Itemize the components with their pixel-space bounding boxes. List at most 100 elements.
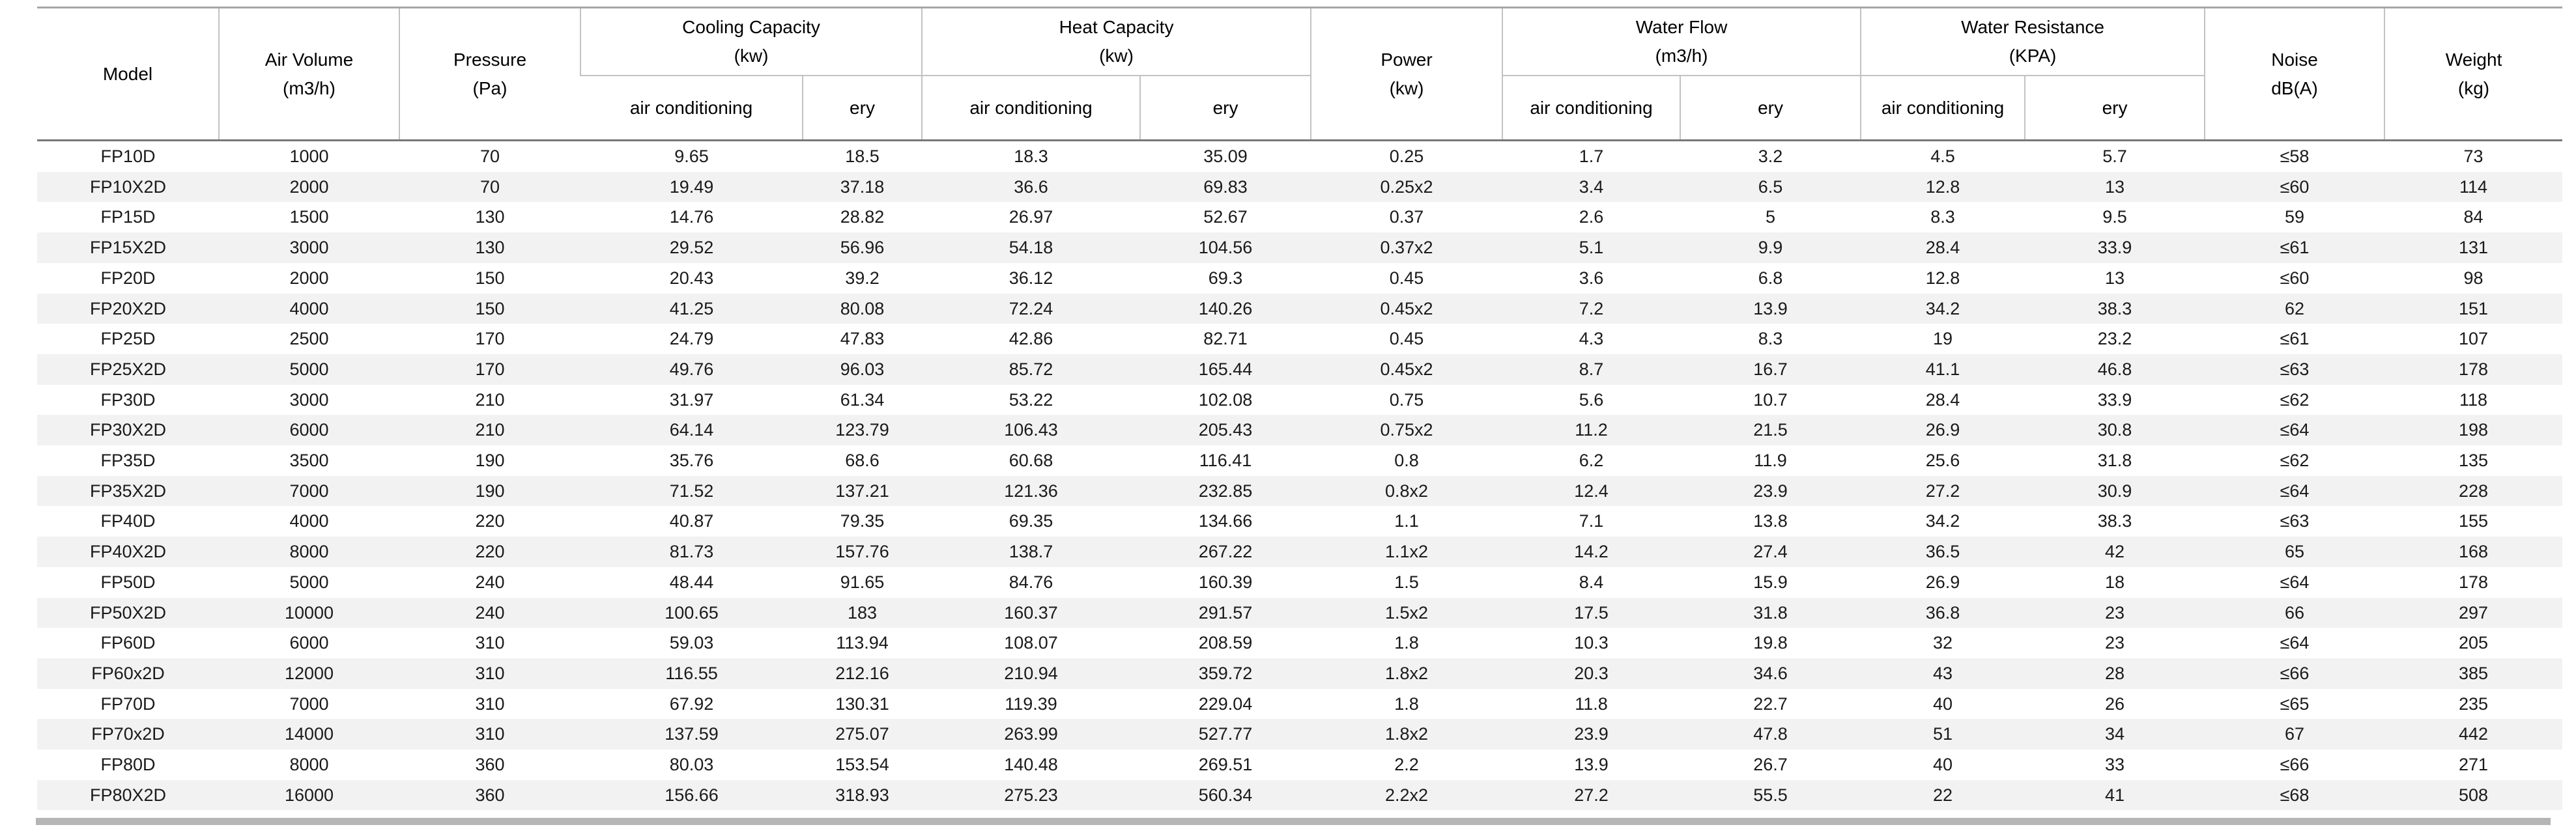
cell-noise: ≤63 [2280,511,2310,531]
cell-cooling_ery: 130.31 [835,694,889,714]
cell-water_flow_ery: 8.3 [1758,329,1783,349]
cell-air_volume: 2500 [289,329,329,349]
header-pressure: Pressure (Pa) [399,7,580,141]
cell-cooling_ac: 156.66 [665,785,719,805]
cell-water_resistance_ery: 38.3 [2097,511,2132,531]
cell-heat_ac: 138.7 [1009,542,1053,562]
subheader-waterflow-air-conditioning: air conditioning [1502,75,1681,141]
cell-water_flow_ac: 11.2 [1575,420,1608,440]
cell-model: FP50X2D [89,602,167,623]
cell-heat_ery: 160.39 [1198,572,1253,592]
cell-heat_ery: 69.83 [1203,176,1248,197]
table-row: FP50X2D 10000 240 100.65 183 160.37 291.57 1.5x… [37,597,2563,628]
cell-cooling_ac: 19.49 [669,176,714,197]
cell-power: 0.8 [1394,451,1419,471]
cell-air_volume: 16000 [284,785,334,805]
header-water-flow: Water Flow (m3/h) [1502,7,1861,76]
table-row: FP70x2D 14000 310 137.59 275.07 263.99 527.77 1… [37,719,2563,750]
cell-cooling_ac: 24.79 [669,329,714,349]
cell-noise: ≤64 [2280,481,2310,501]
cell-model: FP60x2D [91,663,165,683]
cell-heat_ac: 108.07 [1004,633,1058,653]
cell-weight: 271 [2459,755,2489,775]
cell-pressure: 310 [475,663,505,683]
cell-cooling_ery: 37.18 [840,176,885,197]
subheader-waterresistance-ery: ery [2024,75,2205,141]
cell-cooling_ery: 80.08 [840,298,885,318]
cell-water_flow_ery: 13.8 [1753,511,1788,531]
cell-model: FP40D [100,511,156,531]
cell-water_resistance_ery: 18 [2105,572,2125,592]
cell-cooling_ery: 18.5 [845,147,880,166]
header-sub-row: air conditioning ery air conditioning er… [37,75,2562,141]
cell-heat_ery: 102.08 [1198,389,1253,410]
cell-air_volume: 5000 [289,572,329,592]
cell-water_resistance_ery: 33.9 [2097,389,2132,410]
header-water-resistance: Water Resistance (KPA) [1860,7,2205,76]
cell-air_volume: 10000 [284,602,334,623]
cell-pressure: 190 [475,481,505,501]
table-row: FP25D 2500 170 24.79 47.83 42.86 82.71 0.45 4.3 8… [37,324,2563,354]
cell-noise: ≤62 [2280,451,2310,471]
subheader-cooling-ery: ery [801,75,923,141]
cell-power: 1.1x2 [1384,542,1429,562]
cell-cooling_ery: 137.21 [835,481,889,501]
cell-heat_ac: 26.97 [1009,207,1053,227]
cell-water_resistance_ac: 8.3 [1930,207,1955,227]
cell-water_resistance_ery: 42 [2105,542,2125,562]
cell-heat_ac: 72.24 [1009,298,1053,318]
cell-water_resistance_ac: 34.2 [1925,511,1960,531]
cell-air_volume: 8000 [289,542,329,562]
header-weight: Weight (kg) [2384,7,2563,141]
cell-water_flow_ery: 6.8 [1758,268,1783,288]
cell-cooling_ery: 157.76 [835,542,889,562]
cell-heat_ac: 121.36 [1004,481,1058,501]
cell-water_flow_ery: 6.5 [1758,176,1783,197]
cell-air_volume: 8000 [289,755,329,775]
cell-air_volume: 4000 [289,298,329,318]
cell-model: FP10D [100,147,156,166]
cell-cooling_ac: 137.59 [665,724,719,744]
cell-heat_ery: 52.67 [1203,207,1248,227]
cell-air_volume: 3000 [289,389,329,410]
cell-heat_ac: 160.37 [1004,602,1058,623]
cell-air_volume: 1500 [289,207,329,227]
cell-water_resistance_ac: 4.5 [1930,147,1955,166]
cell-noise: 67 [2285,724,2305,744]
cell-water_resistance_ery: 26 [2105,694,2125,714]
cell-water_resistance_ery: 31.8 [2097,451,2132,471]
cell-water_flow_ac: 20.3 [1574,663,1609,683]
cell-cooling_ac: 31.97 [669,389,714,410]
cell-air_volume: 7000 [289,481,329,501]
cell-heat_ery: 359.72 [1198,663,1253,683]
cell-cooling_ery: 153.54 [835,755,889,775]
cell-heat_ac: 119.39 [1005,694,1057,714]
cell-noise: ≤66 [2280,755,2310,775]
spec-table-body: FP10D 1000 70 9.65 18.5 18.3 35.09 0.25 1.7 3.2 4.… [37,140,2563,811]
header-model: Model [37,7,219,141]
cell-water_resistance_ery: 9.5 [2102,207,2127,227]
cell-water_flow_ac: 3.4 [1579,176,1604,197]
cell-weight: 98 [2463,268,2483,288]
cell-model: FP20D [100,268,156,288]
cell-model: FP70D [100,694,156,714]
cell-cooling_ac: 9.65 [674,147,709,166]
cell-heat_ery: 35.09 [1203,147,1248,166]
cell-weight: 235 [2459,694,2489,714]
header-air-volume: Air Volume (m3/h) [218,7,399,141]
cell-water_resistance_ery: 5.7 [2102,147,2127,166]
cell-water_resistance_ery: 41 [2105,785,2125,805]
cell-model: FP10X2D [89,176,167,197]
cell-air_volume: 14000 [284,724,334,744]
cell-power: 0.37x2 [1380,238,1433,258]
cell-water_resistance_ac: 22 [1933,785,1953,805]
subheader-waterresistance-air-conditioning: air conditioning [1860,75,2025,141]
cell-heat_ac: 42.86 [1009,329,1053,349]
table-row: FP15D 1500 130 14.76 28.82 26.97 52.67 0.37 2.6 5… [37,202,2563,233]
cell-noise: ≤60 [2280,268,2310,288]
cell-water_flow_ac: 4.3 [1579,329,1604,349]
subheader-waterflow-ery: ery [1680,75,1861,141]
subheader-heat-ery: ery [1139,75,1311,141]
cell-power: 1.5 [1394,572,1419,592]
cell-heat_ery: 560.34 [1198,785,1253,805]
